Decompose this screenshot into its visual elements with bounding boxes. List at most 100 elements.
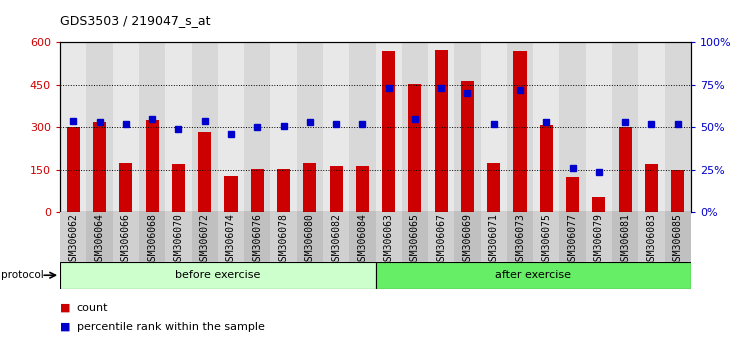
Text: GSM306073: GSM306073 [515, 213, 525, 266]
Bar [303, 163, 316, 212]
Bar [297, 212, 323, 262]
Bar [165, 212, 192, 262]
Text: GSM306067: GSM306067 [436, 213, 446, 266]
Bar [244, 42, 270, 212]
Bar [60, 42, 86, 212]
Text: GSM306065: GSM306065 [410, 213, 420, 266]
Bar [619, 127, 632, 212]
Text: GSM306063: GSM306063 [384, 212, 394, 265]
Text: GSM306085: GSM306085 [673, 213, 683, 266]
Text: percentile rank within the sample: percentile rank within the sample [77, 322, 264, 332]
Text: GDS3503 / 219047_s_at: GDS3503 / 219047_s_at [60, 14, 210, 27]
Bar [540, 125, 553, 212]
Text: GSM306075: GSM306075 [541, 213, 551, 266]
Bar [593, 197, 605, 212]
Text: GSM306076: GSM306076 [252, 213, 262, 266]
Bar [330, 166, 342, 212]
Bar [645, 164, 658, 212]
Text: GSM306085: GSM306085 [673, 212, 683, 265]
Bar [638, 212, 665, 262]
Bar [428, 212, 454, 262]
Bar [507, 212, 533, 262]
Text: ■: ■ [60, 303, 71, 313]
Text: GSM306068: GSM306068 [147, 213, 157, 266]
Bar [146, 120, 158, 212]
Bar [507, 42, 533, 212]
Text: GSM306073: GSM306073 [515, 212, 525, 265]
Bar [402, 42, 428, 212]
Bar [113, 212, 139, 262]
Text: GSM306074: GSM306074 [226, 213, 236, 266]
Text: GSM306081: GSM306081 [620, 213, 630, 266]
Text: ■: ■ [60, 322, 71, 332]
Bar [481, 212, 507, 262]
Text: GSM306081: GSM306081 [620, 212, 630, 265]
Bar [165, 212, 192, 262]
Text: count: count [77, 303, 108, 313]
Bar [113, 212, 139, 262]
Bar [665, 42, 691, 212]
Bar [93, 122, 106, 212]
Bar [409, 84, 421, 212]
Text: GSM306076: GSM306076 [252, 212, 262, 265]
Text: GSM306066: GSM306066 [121, 212, 131, 265]
Bar [172, 164, 185, 212]
Bar [67, 127, 80, 212]
Text: GSM306078: GSM306078 [279, 212, 288, 265]
Text: GSM306072: GSM306072 [200, 213, 210, 266]
Bar [402, 212, 428, 262]
Text: GSM306068: GSM306068 [147, 212, 157, 265]
Text: GSM306082: GSM306082 [331, 212, 341, 265]
Bar [323, 42, 349, 212]
Bar [60, 212, 86, 262]
Bar [60, 262, 376, 289]
Bar [559, 212, 586, 262]
Text: GSM306079: GSM306079 [594, 213, 604, 266]
Bar [612, 212, 638, 262]
Bar [533, 42, 559, 212]
Bar [586, 212, 612, 262]
Text: GSM306080: GSM306080 [305, 212, 315, 265]
Text: GSM306066: GSM306066 [121, 213, 131, 266]
Bar [376, 42, 402, 212]
Bar [119, 163, 132, 212]
Text: GSM306064: GSM306064 [95, 212, 104, 265]
Bar [297, 212, 323, 262]
Bar [454, 212, 481, 262]
Bar [376, 212, 402, 262]
Bar [86, 212, 113, 262]
Bar [270, 42, 297, 212]
Text: GSM306082: GSM306082 [331, 213, 341, 266]
Text: protocol: protocol [1, 270, 44, 280]
Bar [349, 212, 376, 262]
Bar [566, 177, 579, 212]
Text: GSM306077: GSM306077 [568, 213, 578, 266]
Text: GSM306077: GSM306077 [568, 212, 578, 265]
Text: after exercise: after exercise [495, 270, 572, 280]
Bar [665, 212, 691, 262]
Text: GSM306069: GSM306069 [463, 213, 472, 266]
Bar [139, 212, 165, 262]
Text: GSM306069: GSM306069 [463, 212, 472, 265]
Text: GSM306071: GSM306071 [489, 212, 499, 265]
Bar [349, 212, 376, 262]
Bar [192, 42, 218, 212]
Bar [454, 42, 481, 212]
Bar [612, 212, 638, 262]
Bar [454, 212, 481, 262]
Bar [428, 212, 454, 262]
Bar [139, 212, 165, 262]
Bar [277, 169, 290, 212]
Text: GSM306070: GSM306070 [173, 213, 183, 266]
Bar [218, 212, 244, 262]
Bar [225, 176, 237, 212]
Text: GSM306084: GSM306084 [357, 212, 367, 265]
Text: GSM306079: GSM306079 [594, 212, 604, 265]
Bar [86, 42, 113, 212]
Bar [586, 212, 612, 262]
Text: GSM306072: GSM306072 [200, 212, 210, 265]
Bar [665, 212, 691, 262]
Bar [638, 42, 665, 212]
Bar [60, 212, 86, 262]
Text: GSM306083: GSM306083 [647, 213, 656, 266]
